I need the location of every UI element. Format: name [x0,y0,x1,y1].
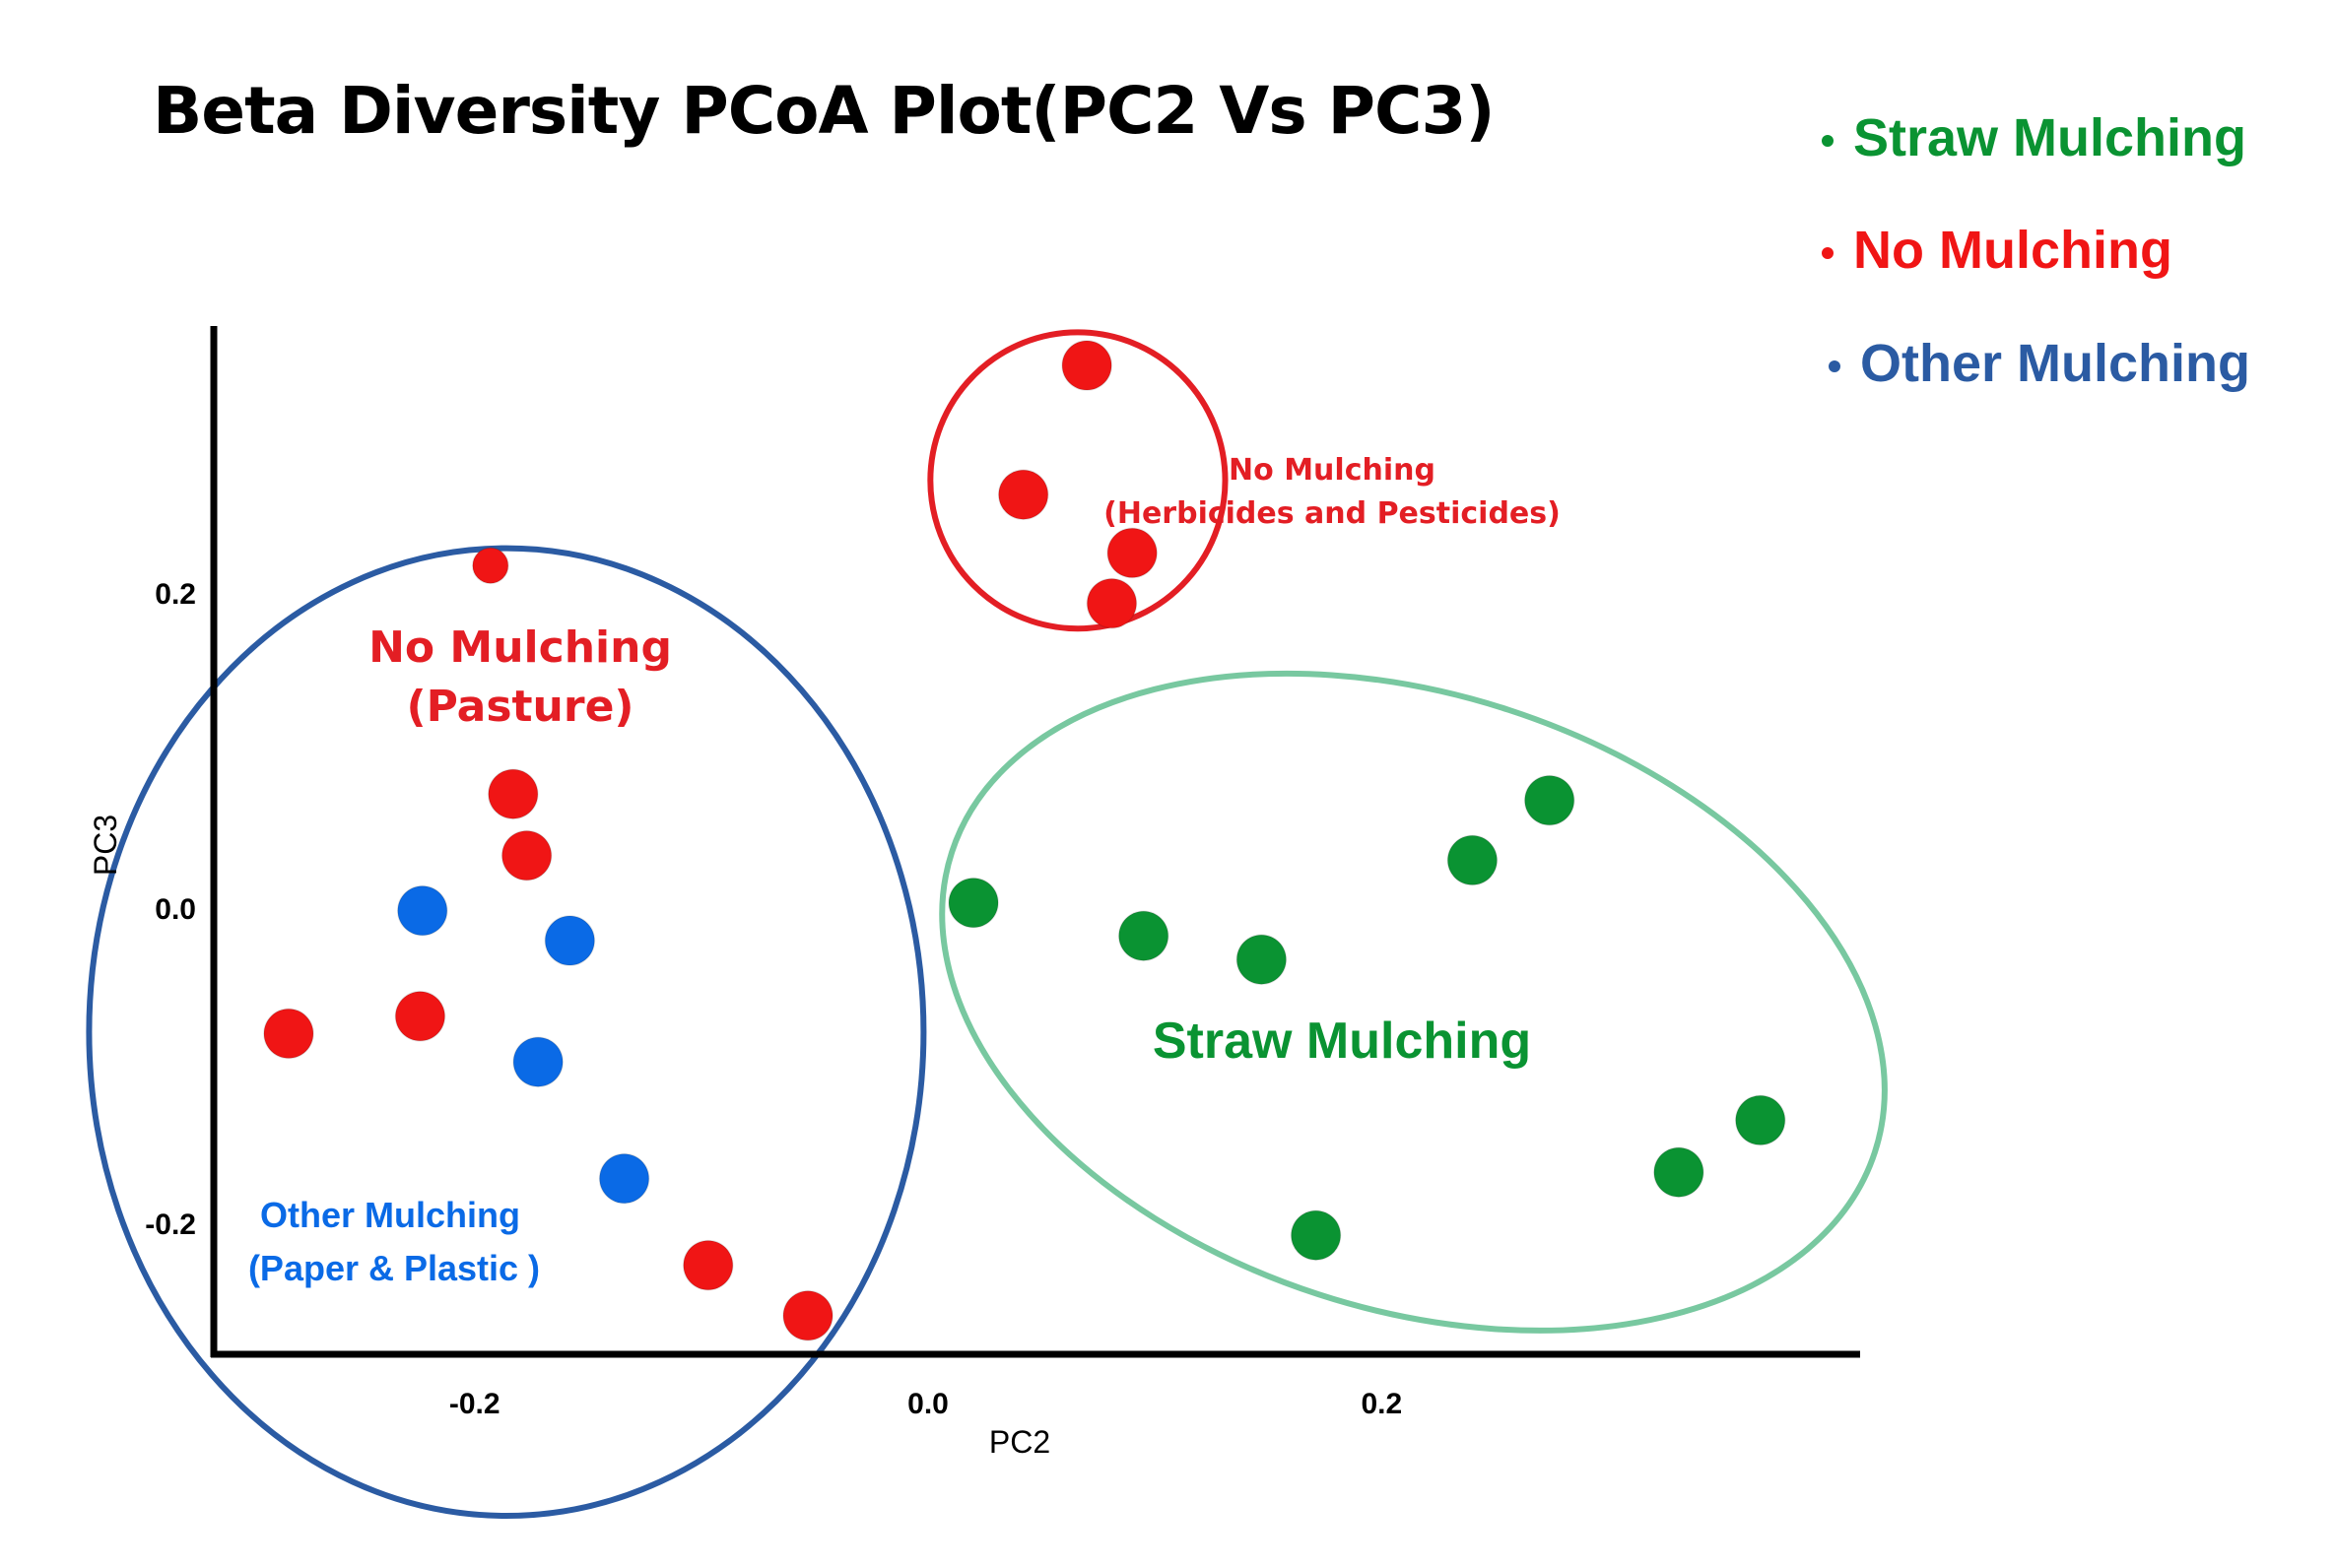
legend-item-other-mulching: Other Mulching [1860,334,2250,393]
point-straw-mulching [1446,834,1499,886]
ellipse-straw-group [939,670,1888,1334]
annotation-other-mulching: Other Mulching (Paper & Plastic ) [248,1195,540,1288]
y-tick-label: -0.2 [145,1209,196,1241]
point-no-mulching-pasture [394,991,446,1042]
point-no-mulching-pasture [472,547,509,584]
annotation-no-mulching-pasture-line: No Mulching [368,622,672,673]
point-straw-mulching [948,877,999,929]
point-no-mulching-pasture [488,768,539,819]
point-straw-mulching [1290,1209,1342,1261]
y-tick-label: 0.0 [155,893,196,926]
point-other-mulching-paper-plastic [512,1036,564,1087]
point-no-mulching-herbicides-and-pesticides [997,469,1049,520]
legend-item-straw-mulching: Straw Mulching [1853,108,2246,167]
point-no-mulching-pasture [782,1290,834,1341]
point-no-mulching-pasture [683,1239,734,1291]
point-no-mulching-herbicides-and-pesticides [1086,577,1138,629]
point-no-mulching-pasture [263,1008,314,1060]
annotation-no-mulching-herbicides-line: (Herbicides and Pesticides) [1103,496,1561,531]
tick-labels: -0.2 0.0 0.2 0.2 0.0 -0.2 [145,578,1402,1420]
annotation-straw-mulching: Straw Mulching [1153,1013,1531,1070]
annotation-no-mulching-pasture-line: (Pasture) [406,682,634,732]
legend-bullet-icon [1822,135,1834,147]
annotation-straw-mulching-line: Straw Mulching [1153,1013,1531,1070]
annotation-no-mulching-herbicides-line: No Mulching [1229,453,1435,488]
x-axis-label: PC2 [989,1424,1050,1460]
legend-item-no-mulching: No Mulching [1853,221,2172,280]
annotation-no-mulching-pasture: No Mulching (Pasture) [368,622,672,732]
legend-bullet-icon [1822,247,1834,259]
chart-title: Beta Diversity PCoA Plot(PC2 Vs PC3) [153,73,1495,149]
data-points [263,340,1786,1341]
point-no-mulching-pasture [500,829,553,882]
point-no-mulching-herbicides-and-pesticides [1061,340,1112,391]
x-tick-label: 0.2 [1361,1388,1402,1420]
point-straw-mulching [1523,774,1575,826]
legend-bullet-icon [1829,360,1840,372]
annotations: No Mulching(Herbicides and Pesticides)No… [248,453,1561,1288]
group-ellipses [86,329,1888,1520]
x-tick-label: 0.0 [907,1388,949,1420]
axes [210,326,1860,1358]
x-tick-label: -0.2 [449,1388,500,1420]
annotation-no-mulching-herbicides: No Mulching (Herbicides and Pesticides) [1103,453,1561,531]
y-axis-label: PC3 [88,815,123,876]
point-no-mulching-herbicides-and-pesticides [1106,527,1158,579]
point-other-mulching-paper-plastic [544,915,596,966]
point-other-mulching-paper-plastic [397,884,448,937]
ellipse-other-pasture-group [86,545,927,1520]
y-tick-label: 0.2 [155,578,196,611]
annotation-other-mulching-line: Other Mulching [260,1195,520,1235]
annotation-other-mulching-line: (Paper & Plastic ) [248,1248,540,1288]
point-other-mulching-paper-plastic [598,1152,650,1205]
legend: Straw Mulching No Mulching Other Mulching [1822,108,2250,393]
point-straw-mulching [1117,910,1169,961]
point-straw-mulching [1235,934,1288,985]
ellipse-herbicides-group [927,329,1229,632]
point-straw-mulching [1653,1146,1704,1198]
point-straw-mulching [1734,1094,1786,1146]
